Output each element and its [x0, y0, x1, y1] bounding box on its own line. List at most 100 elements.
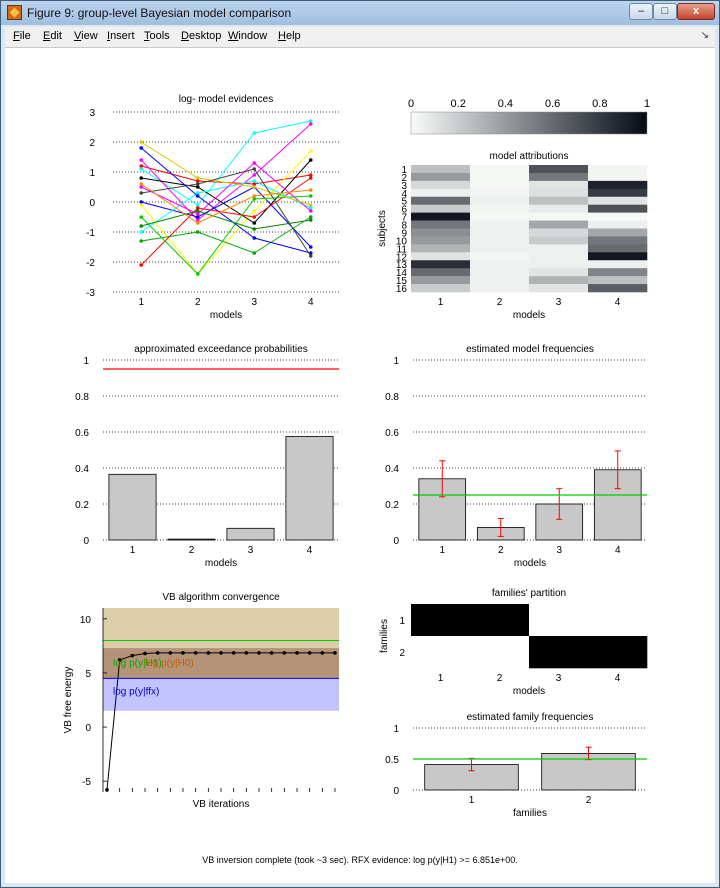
heatmap-cell [411, 284, 471, 293]
heatmap-cell [529, 204, 589, 213]
heatmap-cell [529, 284, 589, 293]
series-line [141, 159, 312, 224]
y-axis-label: subjects [377, 210, 388, 247]
data-point [252, 194, 257, 198]
heatmap-cell [470, 284, 530, 293]
heatmap-cell [470, 172, 530, 182]
subject-tick-label: 1 [401, 165, 407, 176]
bar [108, 473, 157, 541]
data-point [195, 179, 200, 183]
heatmap-cell [529, 180, 589, 190]
free-energy-point [269, 651, 274, 655]
series-line [141, 210, 311, 230]
menu-bar: File Edit View Insert Tools Desktop Wind… [5, 27, 715, 48]
menu-file[interactable]: File [13, 30, 31, 42]
y-tick-label: 0 [83, 536, 89, 547]
heatmap-cell [470, 196, 530, 205]
data-point [195, 212, 200, 216]
title-bar[interactable]: Figure 9: group-level Bayesian model com… [1, 1, 719, 25]
data-point [308, 122, 313, 126]
data-point [252, 251, 257, 255]
free-energy-point [307, 651, 312, 655]
family-frequencies-title: estimated family frequencies [467, 712, 594, 723]
close-button[interactable]: x [677, 3, 715, 20]
bar [226, 527, 275, 541]
heatmap-cell [529, 212, 589, 221]
x-tick-label: 2 [189, 545, 195, 556]
y-tick-label: 5 [85, 669, 91, 680]
data-point [252, 131, 257, 135]
menu-insert[interactable]: Insert [107, 30, 135, 42]
heatmap-cell [529, 276, 589, 285]
free-energy-point [193, 651, 198, 655]
y-tick-label: 0.4 [75, 464, 89, 475]
menu-help[interactable]: Help [278, 30, 301, 42]
y-axis-label: VB free energy [63, 667, 74, 734]
series-line [140, 177, 312, 266]
x-tick-label: 4 [308, 297, 314, 308]
free-energy-point [143, 651, 147, 656]
data-point [308, 158, 313, 162]
data-point [252, 185, 257, 189]
data-point [308, 209, 313, 213]
data-point [139, 164, 144, 168]
dock-arrow-icon[interactable]: ↘ [700, 30, 709, 41]
minimize-button[interactable]: – [629, 3, 653, 20]
x-tick-label: 1 [438, 673, 444, 684]
heatmap-cell [411, 188, 471, 198]
data-point [252, 227, 257, 231]
data-point [252, 173, 257, 177]
heatmap-cell [529, 188, 589, 198]
heatmap-cell [529, 268, 589, 277]
menu-window[interactable]: Window [228, 30, 268, 42]
data-point [252, 236, 257, 240]
family-tick-label: 1 [399, 616, 405, 627]
data-point [139, 182, 144, 186]
heatmap-cell [470, 212, 530, 221]
series-line [140, 180, 311, 233]
y-tick-label: 0.5 [385, 755, 399, 766]
subject-tick-label: 5 [401, 197, 407, 208]
subject-tick-label: 6 [401, 205, 407, 216]
heatmap-cell [529, 236, 589, 245]
y-tick-label: -5 [82, 777, 91, 788]
x-axis-label: models [210, 310, 242, 321]
series-line [140, 195, 311, 275]
data-point [195, 203, 200, 207]
heatmap-cell [470, 236, 530, 245]
data-point [308, 245, 313, 249]
menu-view[interactable]: View [74, 30, 98, 42]
y-tick-label: 0 [89, 198, 95, 209]
menu-tools[interactable]: Tools [144, 30, 170, 42]
data-point [308, 215, 313, 219]
maximize-button[interactable]: □ [653, 3, 677, 20]
subject-tick-label: 12 [396, 252, 408, 263]
heatmap-cell [588, 180, 648, 190]
heatmap-cell [588, 165, 648, 174]
family-tick-label: 2 [399, 648, 405, 659]
heatmap-cell [588, 260, 648, 269]
y-tick-label: 0.4 [385, 464, 399, 475]
heatmap-cell [411, 180, 471, 190]
heatmap-cell [588, 220, 648, 229]
heatmap-cell [470, 252, 530, 261]
heatmap-cell [588, 236, 648, 245]
data-point [195, 176, 200, 180]
subject-tick-label: 3 [401, 181, 407, 192]
window-title: Figure 9: group-level Bayesian model com… [27, 6, 292, 20]
bar [285, 436, 334, 541]
menu-desktop[interactable]: Desktop [181, 30, 222, 42]
heatmap-cell [411, 244, 471, 253]
data-point [195, 215, 200, 219]
partition-cell [529, 604, 589, 637]
heatmap-cell [529, 228, 589, 237]
menu-edit[interactable]: Edit [43, 30, 62, 42]
y-axis-label: families [379, 619, 390, 653]
x-tick-label: 1 [439, 545, 445, 556]
y-tick-label: 0 [85, 723, 91, 734]
series-line [141, 168, 312, 257]
x-axis-label: models [205, 558, 237, 569]
data-point [252, 182, 257, 186]
